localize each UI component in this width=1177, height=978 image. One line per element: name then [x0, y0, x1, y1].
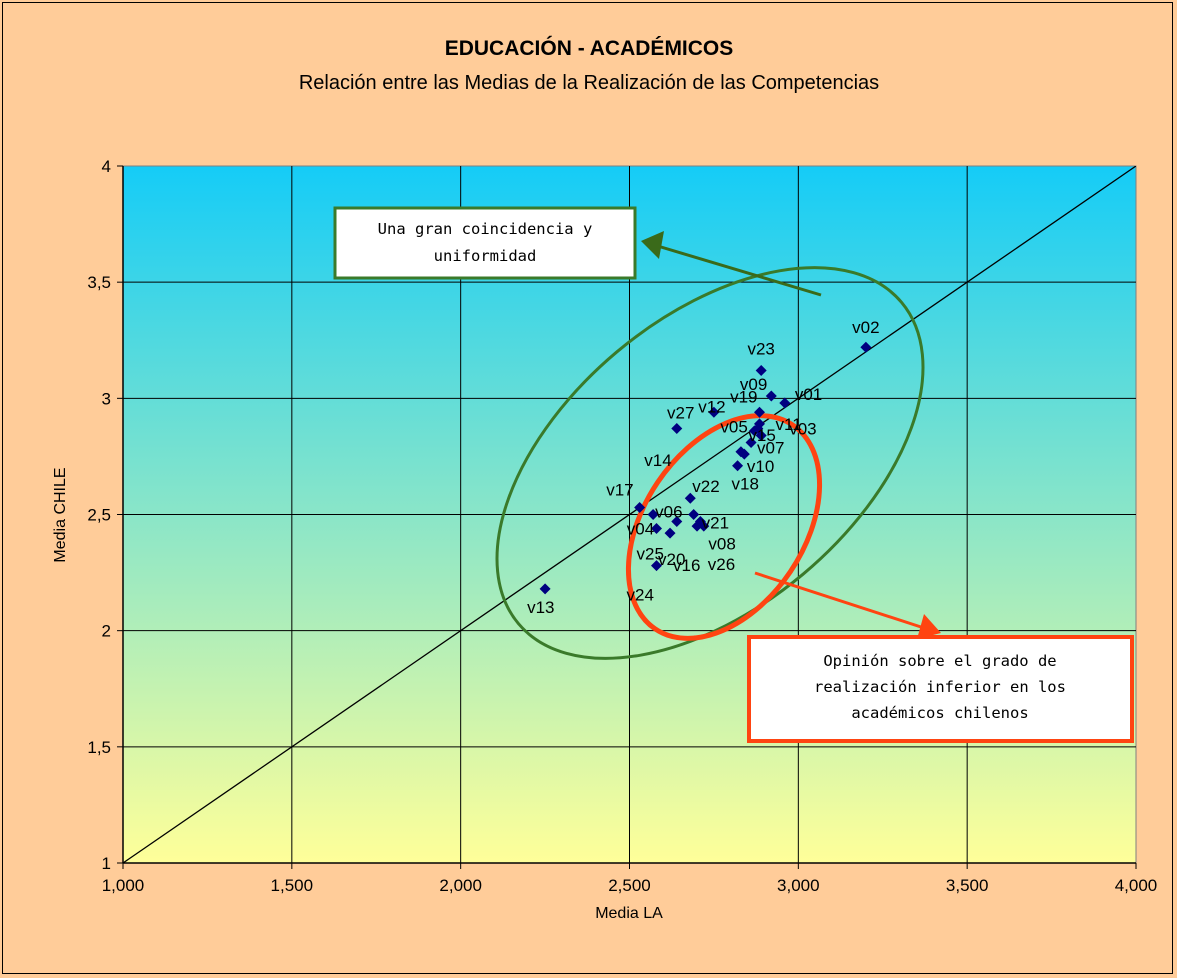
point-label-v02: v02 [852, 318, 879, 337]
point-label-v21: v21 [702, 514, 729, 533]
point-label-v19: v19 [730, 387, 757, 406]
point-label-v05: v05 [720, 418, 747, 437]
point-label-v13: v13 [527, 598, 554, 617]
point-label-v01: v01 [795, 385, 822, 404]
point-label-v07: v07 [757, 438, 784, 457]
red-callout-line-1: Opinión sobre el grado de [823, 652, 1056, 670]
y-tick-label: 1,5 [87, 738, 111, 757]
point-label-v26: v26 [708, 555, 735, 574]
point-label-v06: v06 [655, 503, 682, 522]
green-callout-line-1: Una gran coincidencia y [378, 220, 593, 238]
y-axis-label: Media CHILE [52, 467, 69, 562]
point-label-v14: v14 [644, 451, 671, 470]
scatter-chart: EDUCACIÓN - ACADÉMICOS Relación entre la… [3, 3, 1174, 975]
x-tick-label: 1,500 [271, 876, 314, 895]
x-tick-label: 3,000 [777, 876, 820, 895]
chart-subtitle: Relación entre las Medias de la Realizac… [299, 72, 879, 94]
green-callout-line-2: uniformidad [434, 247, 537, 265]
x-tick-label: 4,000 [1115, 876, 1158, 895]
x-tick-label: 3,500 [946, 876, 989, 895]
point-label-v27: v27 [667, 404, 694, 423]
point-label-v22: v22 [692, 477, 719, 496]
point-label-v24: v24 [627, 586, 654, 605]
point-label-v10: v10 [747, 457, 774, 476]
y-tick-label: 2 [102, 622, 111, 641]
chart-title: EDUCACIÓN - ACADÉMICOS [445, 36, 734, 60]
x-tick-label: 2,500 [608, 876, 651, 895]
y-tick-label: 1 [102, 854, 111, 873]
y-tick-label: 2,5 [87, 506, 111, 525]
x-axis-label: Media LA [595, 905, 663, 922]
y-tick-label: 4 [102, 157, 111, 176]
point-label-v17: v17 [606, 481, 633, 500]
y-tick-label: 3,5 [87, 273, 111, 292]
point-label-v18: v18 [732, 475, 759, 494]
red-callout-line-3: académicos chilenos [851, 704, 1028, 722]
x-tick-label: 1,000 [102, 876, 145, 895]
point-label-v16: v16 [673, 556, 700, 575]
x-tick-label: 2,000 [439, 876, 482, 895]
point-label-v03: v03 [789, 420, 816, 439]
y-tick-label: 3 [102, 389, 111, 408]
point-label-v12: v12 [698, 397, 725, 416]
green-callout-box [335, 208, 635, 278]
point-label-v23: v23 [747, 339, 774, 358]
red-callout-line-2: realización inferior en los [814, 678, 1066, 696]
point-label-v04: v04 [627, 519, 654, 538]
point-label-v08: v08 [708, 534, 735, 553]
